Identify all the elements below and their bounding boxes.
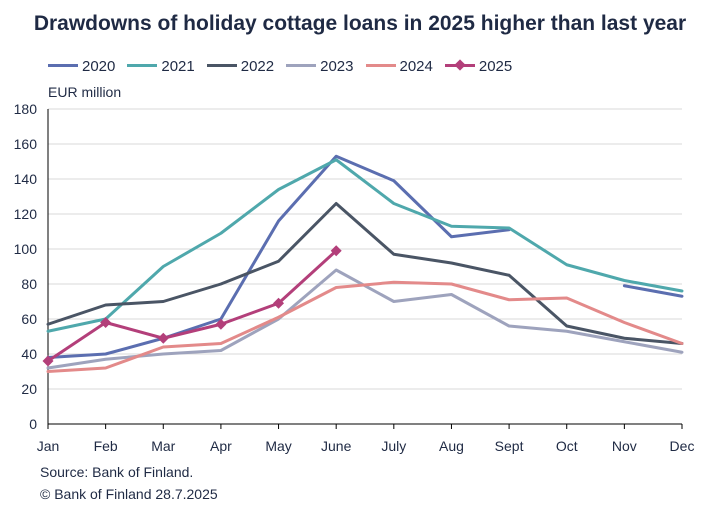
data-point-2025 bbox=[273, 297, 285, 309]
x-tick-label: Jan bbox=[37, 438, 60, 454]
y-tick-label: 100 bbox=[14, 241, 38, 257]
data-point-2025 bbox=[157, 332, 169, 344]
legend-swatch bbox=[286, 56, 317, 76]
legend-label: 2023 bbox=[320, 57, 354, 75]
legend-swatch bbox=[48, 56, 78, 76]
y-tick-label: 80 bbox=[21, 276, 37, 292]
legend-swatch bbox=[444, 56, 475, 76]
legend-item-2021: 2021 bbox=[127, 56, 195, 76]
copyright-note: © Bank of Finland 28.7.2025 bbox=[40, 486, 218, 502]
x-tick-label: Oct bbox=[556, 438, 578, 454]
legend-item-2024: 2024 bbox=[365, 56, 433, 76]
x-tick-label: Mar bbox=[151, 438, 175, 454]
y-tick-label: 160 bbox=[14, 136, 38, 152]
y-tick-label: 140 bbox=[14, 171, 38, 187]
y-tick-label: 60 bbox=[21, 311, 37, 327]
y-tick-label: 20 bbox=[21, 381, 37, 397]
data-point-2025 bbox=[42, 355, 54, 367]
legend-label: 2020 bbox=[82, 57, 116, 75]
series-line-2024 bbox=[46, 280, 684, 373]
series-line-2020 bbox=[622, 284, 684, 298]
x-tick-label: Apr bbox=[210, 438, 232, 454]
legend-label: 2024 bbox=[399, 57, 433, 75]
x-tick-label: Nov bbox=[612, 438, 637, 454]
x-tick-label: May bbox=[265, 438, 291, 454]
data-point-2025 bbox=[100, 317, 112, 328]
legend-item-2025: 2025 bbox=[444, 56, 513, 76]
legend-label: 2021 bbox=[161, 57, 195, 75]
x-tick-label: June bbox=[321, 438, 352, 454]
source-note: Source: Bank of Finland. bbox=[40, 464, 194, 480]
legend-swatch bbox=[206, 56, 237, 76]
x-tick-label: Dec bbox=[670, 438, 695, 454]
chart-legend: 2020 2021 2022 2023 2024 2025 bbox=[48, 56, 524, 76]
legend-swatch bbox=[365, 56, 396, 76]
legend-item-2020: 2020 bbox=[48, 56, 115, 76]
x-tick-label: July bbox=[381, 438, 406, 454]
legend-label: 2025 bbox=[478, 57, 513, 75]
x-tick-label: Sept bbox=[495, 438, 524, 454]
legend-item-2022: 2022 bbox=[206, 56, 275, 76]
y-axis-label: EUR million bbox=[48, 84, 122, 100]
chart-title: Drawdowns of holiday cottage loans in 20… bbox=[33, 12, 687, 35]
y-tick-label: 0 bbox=[29, 416, 37, 432]
series-line-2022 bbox=[46, 202, 684, 345]
series-line-2021 bbox=[46, 158, 684, 333]
y-tick-label: 40 bbox=[21, 346, 37, 362]
y-tick-label: 180 bbox=[14, 101, 38, 117]
x-tick-label: Feb bbox=[94, 438, 118, 454]
line-chart: 0 20 40 60 80 100 120 140 160 180 Jan Feb Mar Apr May J… bbox=[14, 101, 695, 454]
legend-swatch bbox=[127, 56, 158, 76]
series-line-2025 bbox=[46, 249, 338, 363]
x-tick-label: Aug bbox=[439, 438, 464, 454]
legend-label: 2022 bbox=[240, 57, 275, 75]
y-tick-label: 120 bbox=[14, 206, 38, 222]
series-line-2020 bbox=[46, 154, 511, 359]
legend-item-2023: 2023 bbox=[286, 56, 354, 76]
data-point-2025 bbox=[330, 245, 342, 257]
data-point-2025 bbox=[215, 318, 227, 330]
